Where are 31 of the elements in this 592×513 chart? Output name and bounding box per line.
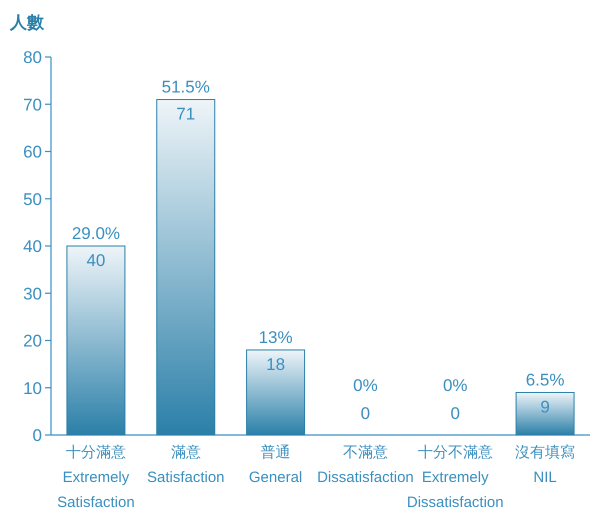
bar [516,392,575,436]
data-label: 18 [266,354,286,374]
y-tick-label: 0 [32,426,42,445]
x-tick-label: 普通 General [248,444,302,486]
annotation: 13% [258,328,293,347]
y-tick-label: 50 [23,190,42,209]
annotation: 0% [442,376,468,395]
y-tick-label: 80 [23,48,42,67]
y-tick-label: 30 [23,284,42,304]
annotation: 6.5% [526,370,564,390]
y-tick-label: 60 [23,142,42,162]
y-tick-label: 20 [23,332,42,350]
x-tick-label: 沒有填寫 NIL [515,444,576,486]
x-tick-label: 十分滿意 Extremely Satisfaction [57,444,135,511]
y-tick-label: 40 [23,237,42,256]
x-tick-label: 滿意 Satisfaction [146,444,225,486]
y-tick-label: 10 [23,378,42,398]
data-label: 0 [360,404,370,423]
data-label: 0 [450,404,460,423]
data-label: 9 [540,397,550,416]
x-tick-label: 不滿意 Dissatisfaction [317,444,414,486]
annotation: 51.5% [162,78,210,97]
bar [246,349,306,436]
annotation: 0% [353,376,378,395]
data-label: 71 [176,104,196,124]
y-axis-title: 人數 [9,13,45,32]
y-tick-label: 70 [23,95,42,114]
bar [66,246,126,436]
data-label: 40 [86,251,106,270]
bar [156,99,216,436]
annotation: 29.0% [72,224,120,243]
